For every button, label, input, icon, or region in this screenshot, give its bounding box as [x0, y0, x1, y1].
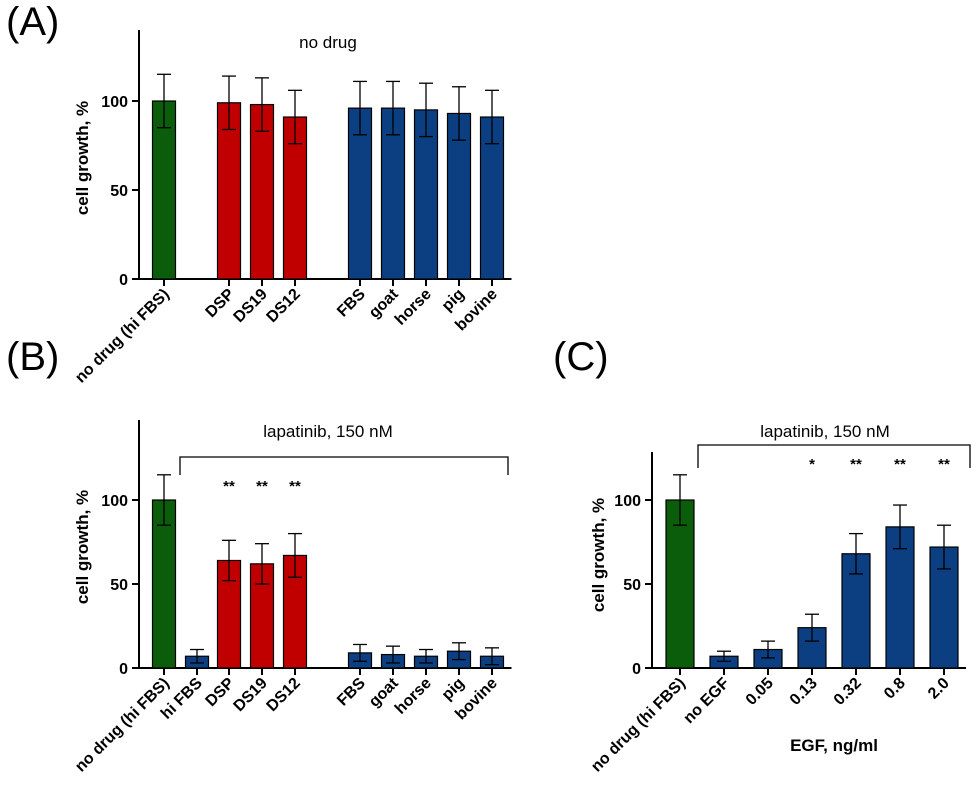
bar [665, 499, 695, 669]
y-tick-label: 100 [101, 94, 128, 111]
panel-label: (B) [6, 335, 59, 379]
x-tick-label: DS12 [264, 286, 304, 326]
y-axis-label: cell growth, % [73, 490, 92, 604]
y-tick-label: 0 [119, 272, 128, 289]
comparison-bracket [697, 444, 971, 468]
significance-marker: ** [850, 456, 862, 473]
panel-label: (C) [553, 335, 609, 379]
y-tick-label: 50 [110, 183, 128, 200]
y-tick-label: 50 [623, 577, 641, 594]
x-tick-label: FBS [334, 286, 369, 321]
chart-title: no drug [299, 33, 357, 52]
y-tick-label: 100 [614, 493, 641, 510]
y-tick-label: 0 [632, 661, 641, 678]
y-tick-label: 0 [119, 661, 128, 678]
x-tick-label: 0.05 [743, 675, 777, 709]
x-tick-label: DS19 [231, 675, 271, 715]
y-tick-label: 100 [101, 493, 128, 510]
x-tick-label: horse [392, 286, 435, 329]
bar [885, 526, 915, 669]
x-tick-label: 0.32 [831, 675, 865, 709]
y-axis-label: cell growth, % [73, 101, 92, 215]
x-tick-label: FBS [334, 675, 369, 710]
y-tick-label: 50 [110, 577, 128, 594]
panel-a: (A) no drug 0 50 100 cell growth, % no drug (h… [6, 0, 512, 386]
x-tick-label: 0.8 [881, 675, 909, 703]
x-tick-label: no drug (hi FBS) [72, 286, 173, 387]
x-tick-label: no drug (hi FBS) [588, 675, 689, 776]
x-tick-label: 0.13 [787, 675, 821, 709]
significance-marker: ** [256, 478, 268, 495]
comparison-bracket [179, 456, 509, 475]
y-axis-label: cell growth, % [589, 498, 608, 612]
x-tick-label: no drug (hi FBS) [72, 675, 173, 776]
significance-marker: ** [938, 456, 950, 473]
significance-marker: ** [894, 456, 906, 473]
panel-c: (C) lapatinib, 150 nM 0 50 100 cell growth, %… [553, 335, 971, 776]
x-tick-label: DS19 [231, 286, 271, 326]
panel-label: (A) [6, 0, 59, 44]
x-axis-label: EGF, ng/ml [790, 736, 878, 755]
significance-marker: * [809, 456, 815, 473]
chart-title: lapatinib, 150 nM [760, 422, 889, 441]
x-tick-label: DS12 [264, 675, 304, 715]
significance-marker: ** [289, 478, 301, 495]
panel-b: (B) lapatinib, 150 nM 0 50 100 cell growth, %… [6, 335, 512, 775]
significance-marker: ** [223, 478, 235, 495]
chart-title: lapatinib, 150 nM [263, 422, 392, 441]
x-tick-label: horse [392, 675, 435, 718]
x-tick-label: no EGF [681, 675, 733, 727]
x-tick-label: 2.0 [925, 675, 953, 703]
